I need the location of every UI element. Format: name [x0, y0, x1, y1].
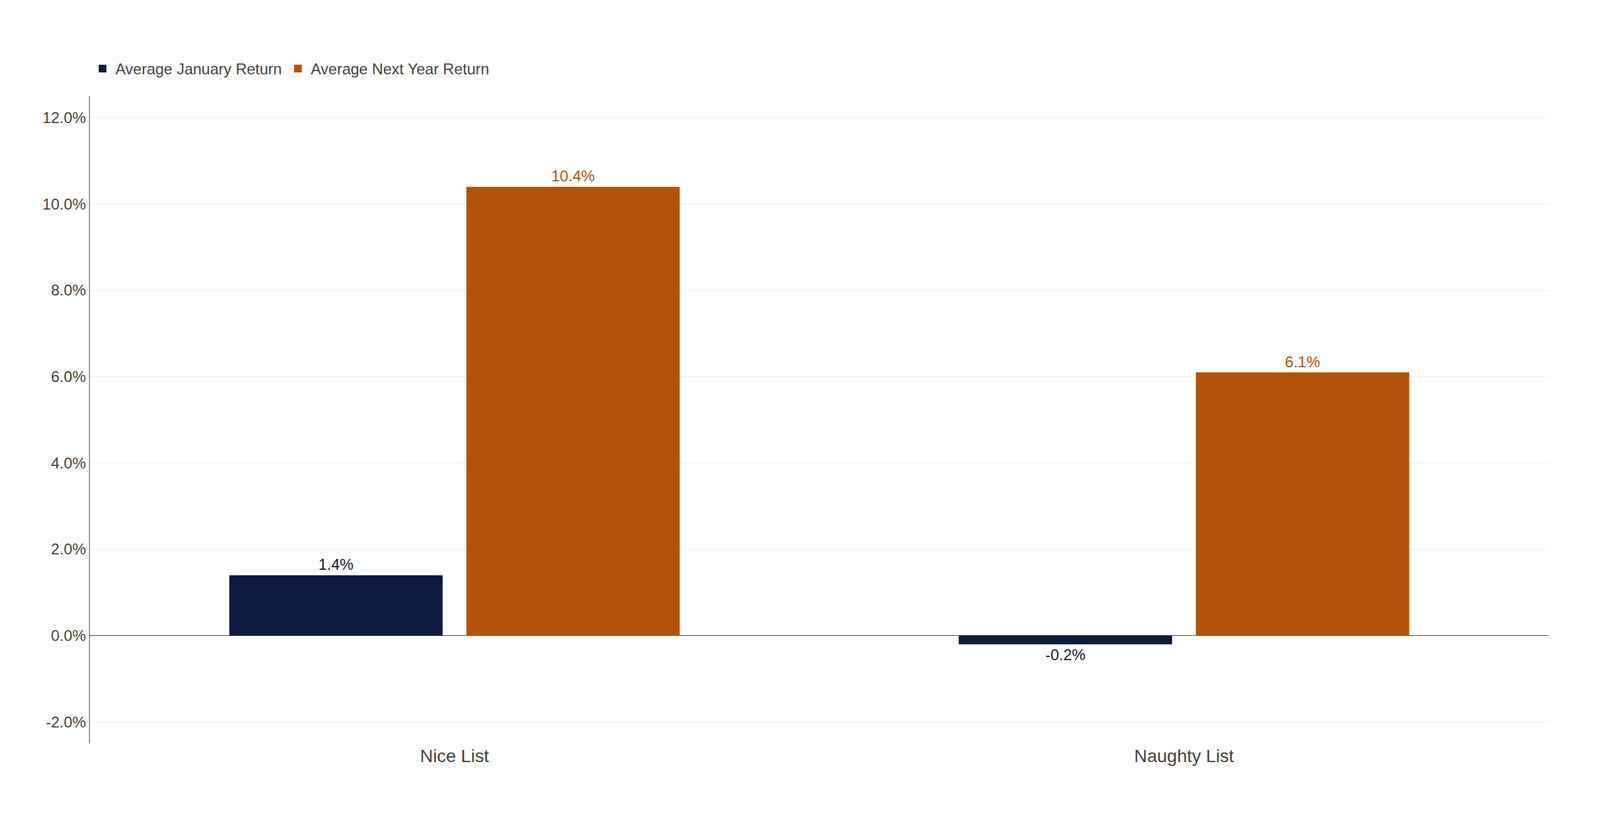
svg-text:Average January Return: Average January Return: [115, 60, 283, 78]
svg-text:4.0%: 4.0%: [50, 454, 86, 472]
svg-text:8.0%: 8.0%: [50, 281, 86, 299]
svg-text:Naughty List: Naughty List: [1133, 746, 1234, 767]
svg-text:2.0%: 2.0%: [50, 540, 86, 558]
svg-text:Average Next Year Return: Average Next Year Return: [310, 60, 490, 78]
svg-text:0.0%: 0.0%: [50, 626, 86, 645]
svg-text:-2.0%: -2.0%: [45, 713, 86, 731]
svg-text:1.4%: 1.4%: [318, 555, 354, 574]
svg-text:10.4%: 10.4%: [551, 167, 595, 185]
svg-text:6.1%: 6.1%: [1285, 353, 1321, 371]
svg-text:12.0%: 12.0%: [42, 108, 86, 127]
svg-text:10.0%: 10.0%: [42, 195, 86, 213]
svg-text:6.0%: 6.0%: [50, 367, 86, 386]
svg-text:Nice List: Nice List: [419, 746, 490, 767]
svg-text:-0.2%: -0.2%: [1045, 646, 1086, 664]
